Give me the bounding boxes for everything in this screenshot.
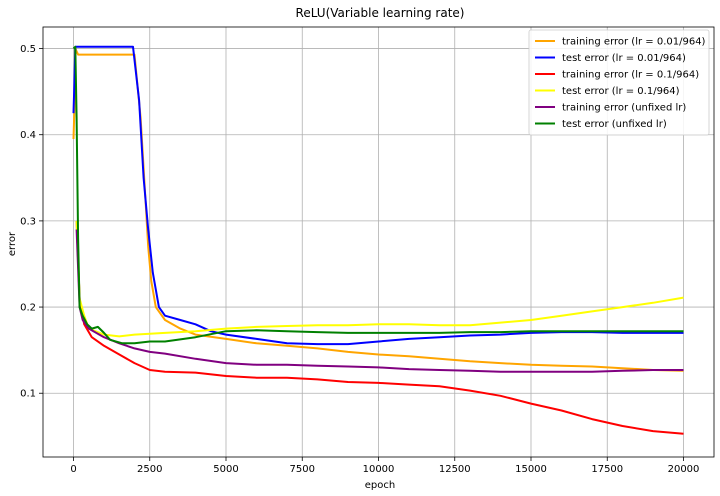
x-tick-label: 17500	[591, 464, 623, 475]
series-line-2	[72, 45, 684, 346]
legend-entry: test error (lr = 0.1/964)	[562, 86, 680, 97]
y-tick-label: 0.2	[20, 303, 36, 314]
series-line-3	[75, 220, 684, 435]
y-tick-label: 0.3	[20, 216, 36, 227]
legend-box	[528, 29, 710, 136]
legend-entry: training error (lr = 0.01/964)	[562, 37, 706, 48]
x-tick-label: 5000	[213, 464, 238, 475]
legend: training error (lr = 0.01/964) test error…	[528, 29, 710, 136]
series-line-1	[72, 47, 684, 372]
legend-entry: test error (unfixed lr)	[562, 119, 667, 130]
x-tick-label: 15000	[515, 464, 547, 475]
x-tick-label: 20000	[668, 464, 700, 475]
y-tick-label: 0.5	[20, 44, 36, 55]
x-axis-label: epoch	[365, 480, 395, 491]
legend-entry: training error (lr = 0.1/964)	[562, 70, 699, 81]
x-tick-label: 12500	[439, 464, 471, 475]
series-line-5	[75, 229, 684, 373]
legend-entry: training error (unfixed lr)	[562, 103, 686, 114]
series-layer	[72, 45, 684, 435]
y-tick-label: 0.1	[20, 389, 36, 400]
legend-entry: test error (lr = 0.01/964)	[562, 53, 686, 64]
x-tick-label: 7500	[290, 464, 315, 475]
series-line-6	[72, 45, 684, 345]
x-tick-label: 10000	[363, 464, 395, 475]
x-tick-label: 2500	[137, 464, 162, 475]
y-axis-label: error	[7, 231, 18, 256]
series-line-4	[75, 220, 684, 338]
chart-title: ReLU(Variable learning rate)	[296, 6, 465, 20]
axis-ticks: 0 2500 5000 7500 10000 12500 15000 17500 20000 0.…	[20, 44, 699, 475]
y-tick-label: 0.4	[20, 130, 36, 141]
x-tick-label: 0	[70, 464, 76, 475]
